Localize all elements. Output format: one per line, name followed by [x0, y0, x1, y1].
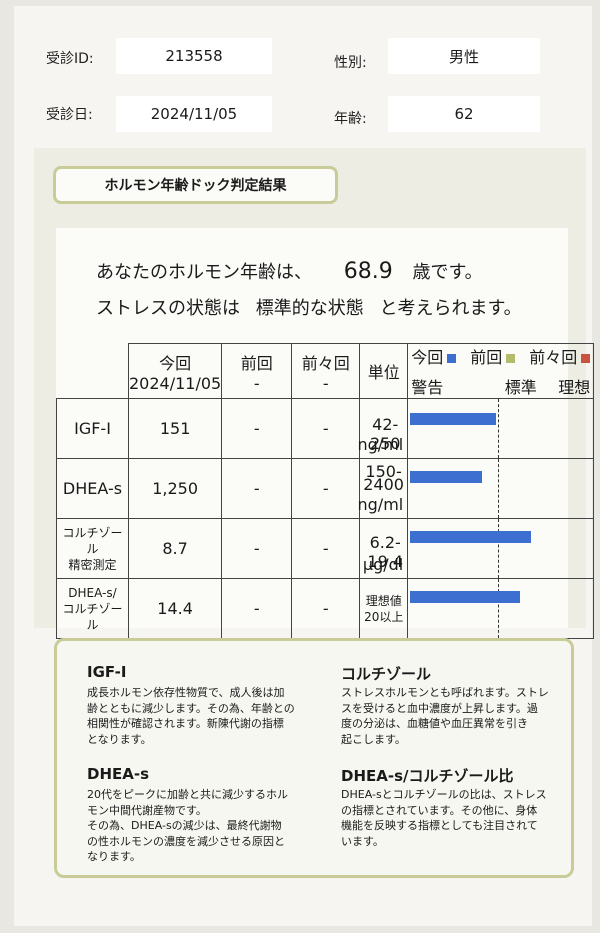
row-chart — [407, 578, 595, 639]
row-prev: - — [221, 398, 293, 459]
row-range: 6.2-19.4 — [367, 533, 404, 571]
legend-scale: 警告 標準 理想 — [411, 374, 590, 398]
row-current: 151 — [127, 398, 223, 459]
row-unit-text: ng/ml — [357, 435, 404, 454]
legend-cell: 今回 前回 前々回 警告 標準 理想 — [407, 343, 595, 399]
info-panel: IGF-I 成長ホルモン依存性物質で、成人後は加 齢とともに減少します。その為、… — [54, 638, 574, 878]
row-bar — [410, 591, 521, 603]
standard-line — [498, 579, 500, 638]
row-unit: 150- 2400 ng/ml — [357, 458, 409, 519]
row-prev2: - — [291, 578, 361, 639]
table-row: コルチゾール 精密測定 8.7 - - 6.2-19.4 μg/dl — [56, 518, 595, 579]
cortisol-title: コルチゾール — [341, 665, 432, 683]
date-value: 2024/11/05 — [116, 96, 272, 132]
row-current: 14.4 — [127, 578, 223, 639]
col-current: 今回 2024/11/05 — [127, 343, 223, 399]
ratio-title: DHEA-s/コルチゾール比 — [341, 767, 514, 785]
legend-prev-label: 前回 — [470, 348, 503, 367]
col-prev2-label: 前々回 — [301, 353, 350, 373]
row-range: 理想値 20以上 — [359, 578, 409, 639]
row-range: 42-250 — [369, 415, 401, 453]
row-bar — [410, 471, 482, 483]
legend-prev: 前回 — [470, 344, 516, 368]
col-unit: 単位 — [359, 343, 409, 399]
standard-line — [498, 399, 500, 458]
igf-text: 成長ホルモン依存性物質で、成人後は加 齢とともに減少します。その為、年齢との 相… — [87, 686, 295, 746]
row-name: DHEA-s — [56, 458, 129, 519]
row-bar — [410, 413, 497, 425]
legend-prev2-label: 前々回 — [529, 348, 578, 367]
corner-cell — [56, 343, 129, 399]
row-prev2: - — [291, 458, 361, 519]
ratio-text: DHEA-sとコルチゾールの比は、ストレス の指標とされています。その他に、身体… — [341, 788, 547, 848]
legend-series: 今回 前回 前々回 — [411, 344, 591, 368]
row-current: 8.7 — [127, 518, 223, 579]
legend-prev2: 前々回 — [529, 344, 591, 368]
date-label: 受診日: — [46, 107, 93, 123]
row-chart — [407, 458, 595, 519]
row-prev: - — [221, 458, 293, 519]
legend-standard: 標準 — [504, 378, 537, 397]
table-row: IGF-I 151 - - 42-250 ng/ml — [56, 398, 595, 459]
dhea-title: DHEA-s — [87, 765, 150, 783]
legend-prev2-swatch — [581, 354, 591, 363]
age-label: 年齢: — [334, 111, 367, 127]
line2-suffix: と考えられます。 — [379, 298, 522, 319]
row-prev2: - — [291, 518, 361, 579]
hormone-age-value: 68.9 — [343, 259, 393, 284]
results-table: 今回 2024/11/05 前回 - 前々回 - 単位 今回 前回 前々回 警告 標準… — [56, 343, 595, 639]
table-row: DHEA-s 1,250 - - 150- 2400 ng/ml — [56, 458, 595, 519]
line1-prefix: あなたのホルモン年齢は、 — [96, 262, 312, 283]
col-current-date: 2024/11/05 — [129, 373, 222, 393]
col-prev-label: 前回 — [240, 353, 273, 373]
cortisol-text: ストレスホルモンとも呼ばれます。ストレ スを受けると血中濃度が上昇します。過 度… — [341, 686, 549, 746]
standard-line — [498, 459, 500, 518]
igf-title: IGF-I — [87, 663, 127, 681]
line1-suffix: 歳です。 — [412, 262, 483, 283]
sex-label: 性別: — [334, 55, 367, 71]
row-range: 150- 2400 — [363, 462, 404, 494]
row-bar — [410, 531, 532, 543]
sex-value: 男性 — [388, 38, 540, 74]
row-prev: - — [221, 518, 293, 579]
stress-line: ストレスの状態は 標準的な状態 と考えられます。 — [96, 294, 522, 320]
row-name: DHEA-s/ コルチゾール — [56, 578, 129, 639]
legend-ideal: 理想 — [558, 378, 591, 397]
row-unit: 6.2-19.4 μg/dl — [359, 518, 409, 579]
row-chart — [407, 398, 595, 459]
legend-current: 今回 — [411, 344, 457, 368]
row-unit-text: μg/dl — [362, 555, 404, 574]
legend-current-label: 今回 — [411, 348, 444, 367]
stress-state: 標準的な状態 — [255, 298, 364, 319]
legend-prev-swatch — [506, 354, 516, 363]
standard-line — [498, 519, 500, 578]
section-title: ホルモン年齢ドック判定結果 — [53, 166, 338, 204]
age-value: 62 — [388, 96, 540, 132]
row-name: IGF-I — [56, 398, 129, 459]
row-current: 1,250 — [127, 458, 223, 519]
col-current-label: 今回 — [159, 353, 192, 373]
hormone-age-line: あなたのホルモン年齢は、 68.9 歳です。 — [96, 258, 483, 284]
line2-prefix: ストレスの状態は — [96, 298, 240, 319]
row-prev2: - — [291, 398, 361, 459]
col-prev2: 前々回 - — [291, 343, 361, 399]
col-prev2-date: - — [322, 373, 329, 393]
col-prev-date: - — [253, 373, 260, 393]
row-unit-text: ng/ml — [357, 495, 404, 514]
row-unit: 42-250 ng/ml — [357, 398, 409, 459]
row-chart — [407, 518, 595, 579]
legend-current-swatch — [447, 354, 457, 363]
dhea-text: 20代をピークに加齢と共に減少するホル モン中間代謝産物です。 その為、DHEA… — [87, 788, 288, 863]
col-prev: 前回 - — [221, 343, 293, 399]
table-row: DHEA-s/ コルチゾール 14.4 - - 理想値 20以上 — [56, 578, 595, 639]
row-name: コルチゾール 精密測定 — [56, 518, 129, 579]
id-value: 213558 — [116, 38, 272, 74]
row-prev: - — [221, 578, 293, 639]
id-label: 受診ID: — [46, 51, 94, 67]
legend-warning: 警告 — [411, 378, 444, 397]
